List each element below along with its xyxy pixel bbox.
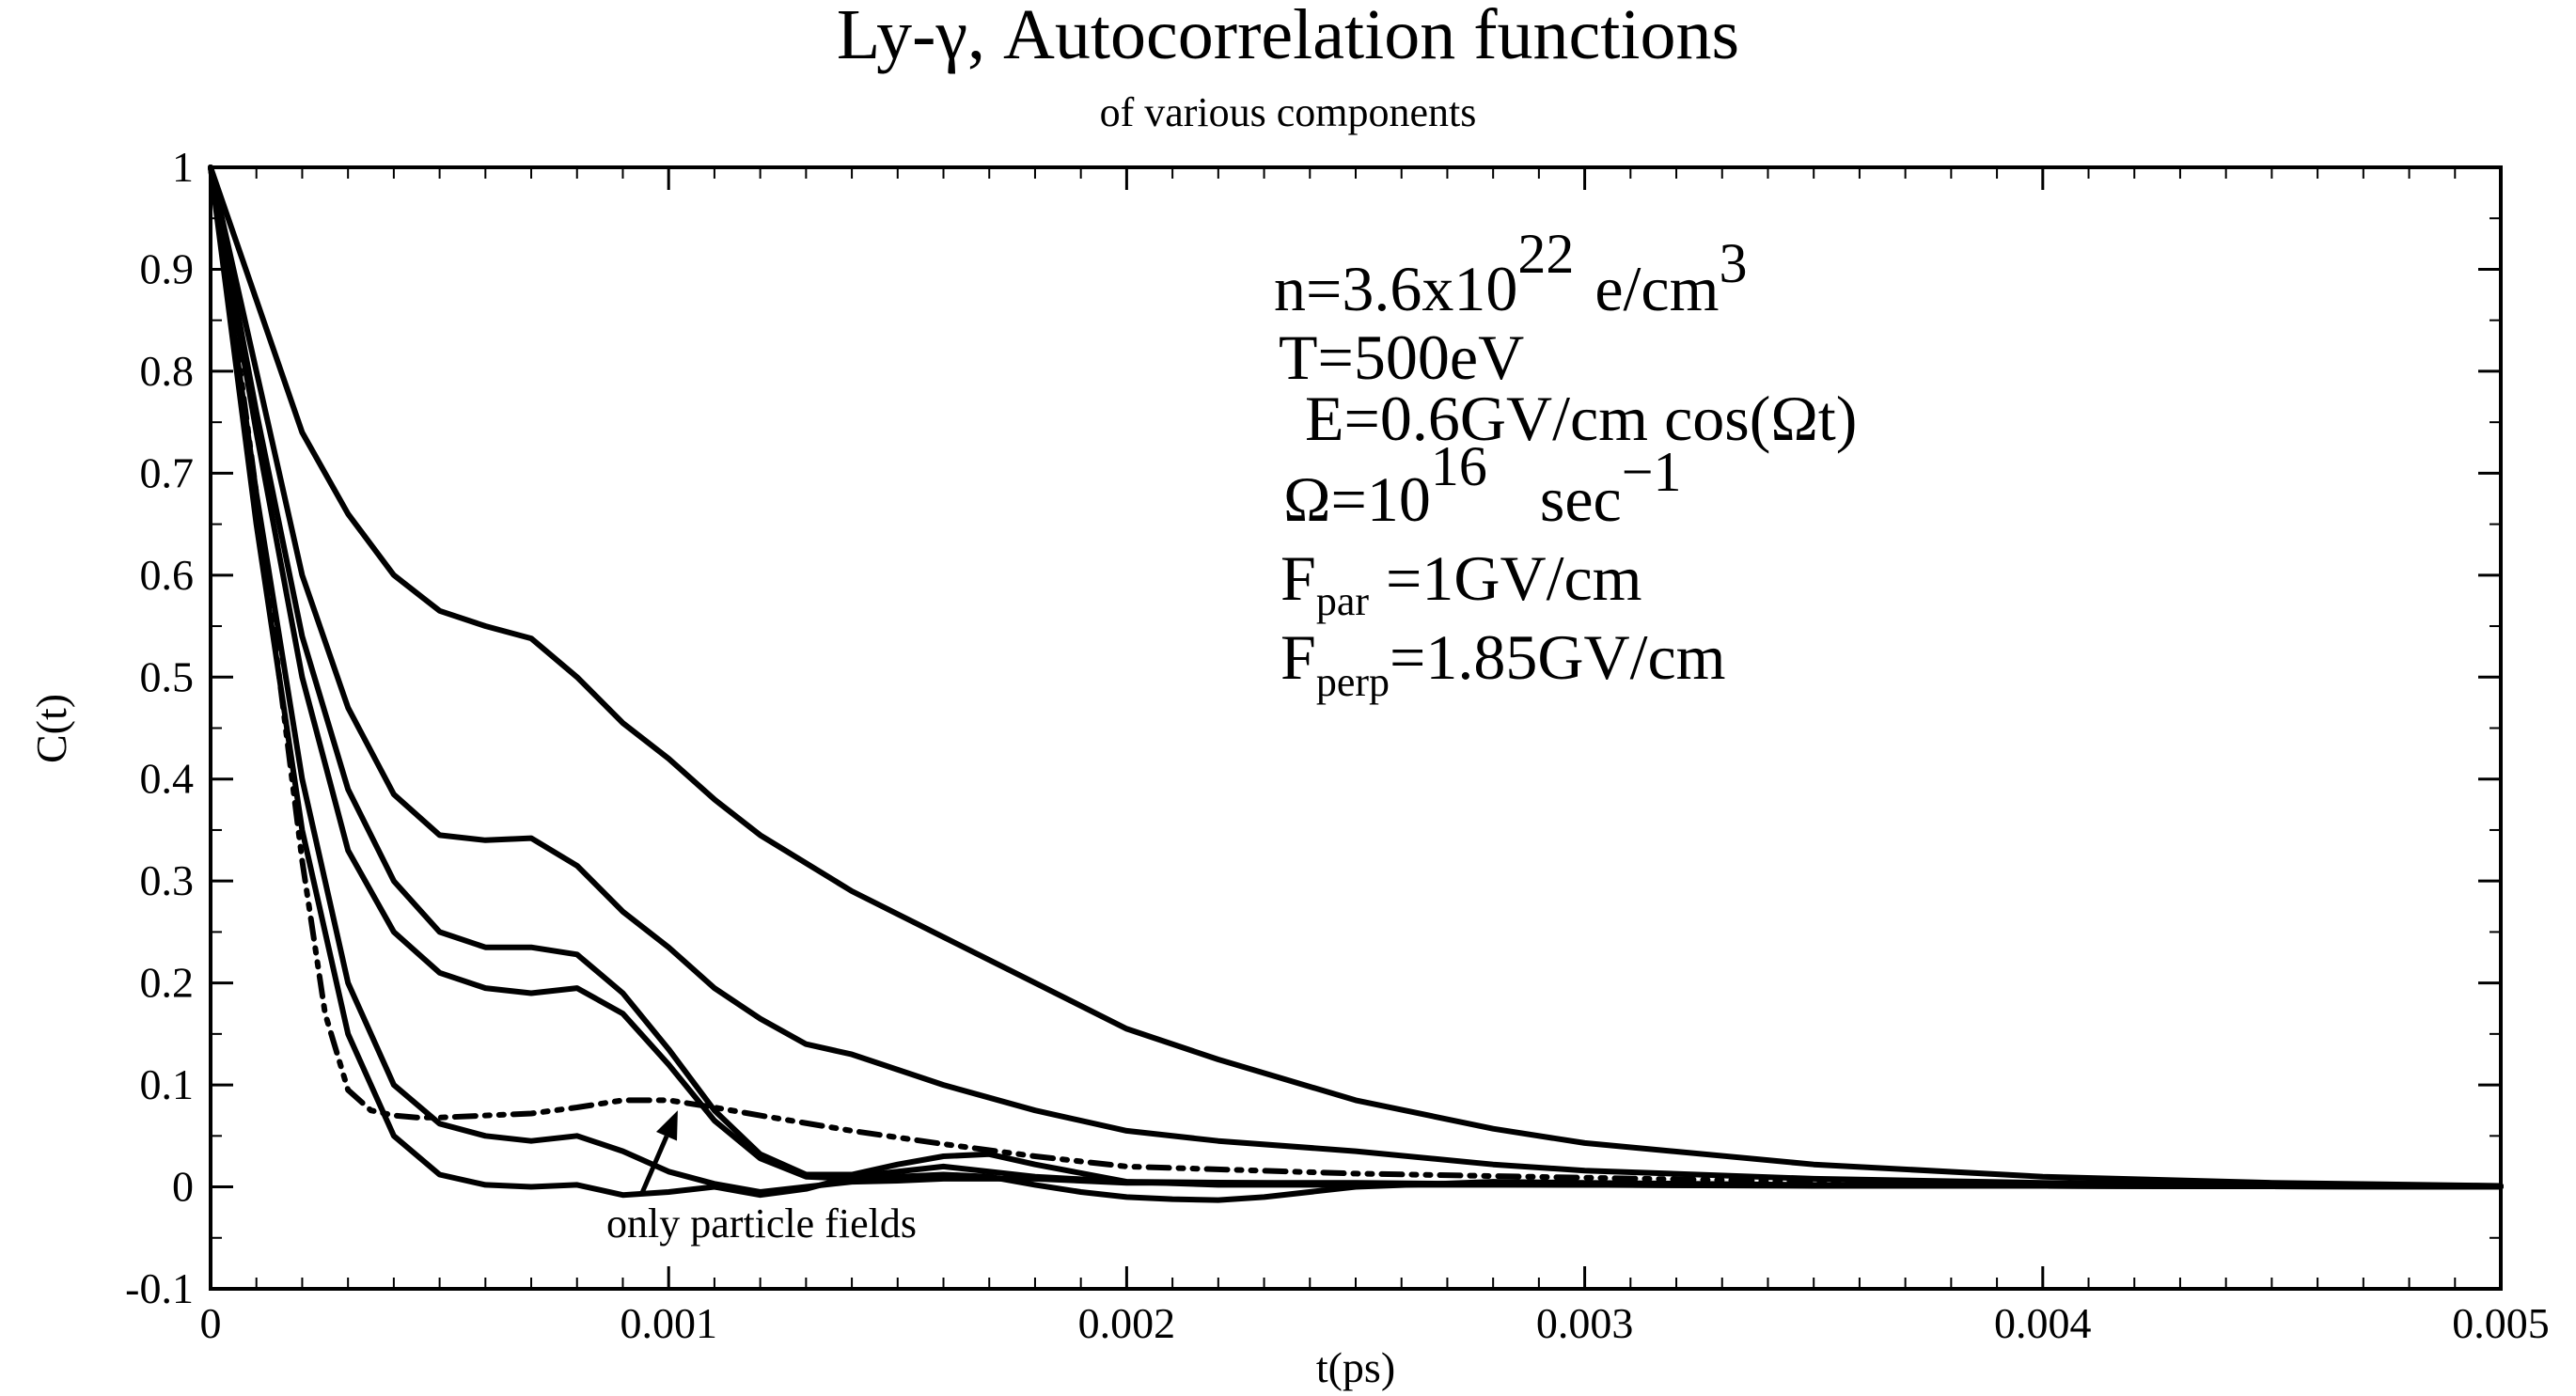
param-density: n=3.6x1022 e/cm3	[1274, 223, 1748, 324]
chart-subtitle: of various components	[1100, 89, 1477, 135]
frequency-exp: 16	[1431, 435, 1487, 497]
f-par-sub: par	[1316, 578, 1370, 624]
f-perp-symbol: F	[1280, 621, 1316, 693]
f-par-value: =1GV/cm	[1386, 542, 1642, 614]
ticks-layer: 0 0.001 0.002 0.003 0.004 0.005-0.100.10.20.3…	[125, 143, 2550, 1347]
x-tick-label: 0.004	[1994, 1299, 2092, 1347]
param-f-par: Fpar =1GV/cm	[1280, 542, 1642, 624]
series-line-2	[208, 165, 2504, 1189]
x-tick-label: 0.001	[620, 1299, 717, 1347]
y-tick-label: 1	[172, 143, 194, 191]
density-base: n=3.6x10	[1274, 253, 1517, 324]
y-tick-label: 0.7	[140, 448, 195, 496]
density-exp: 22	[1517, 223, 1574, 285]
density-unit: e/cm	[1594, 253, 1719, 324]
param-f-perp: Fperp=1.85GV/cm	[1280, 621, 1726, 705]
series-line-1	[208, 165, 2504, 1189]
x-tick-label: 0.002	[1078, 1299, 1176, 1347]
param-field: E=0.6GV/cm cos(Ωt)	[1305, 383, 1857, 454]
y-tick-label: 0.2	[140, 959, 195, 1007]
frequency-unit: sec	[1540, 463, 1622, 535]
y-tick-label: 0.3	[140, 856, 195, 904]
x-tick-label: 0	[200, 1299, 222, 1347]
y-tick-label: 0.5	[140, 652, 195, 700]
x-axis-label: t(ps)	[1316, 1343, 1395, 1391]
y-tick-label: 0.8	[140, 347, 195, 395]
chart-title: Ly-γ, Autocorrelation functions	[837, 0, 1739, 74]
plot-frame	[209, 165, 2503, 1291]
series-line-6	[208, 165, 2504, 1199]
param-temperature: T=500eV	[1279, 322, 1524, 393]
series-line-7	[208, 165, 2504, 1189]
y-axis-label: C(t)	[27, 694, 75, 763]
param-frequency: Ω=1016 sec−1	[1283, 435, 1682, 535]
y-tick-label: 0	[172, 1163, 194, 1211]
f-par-symbol: F	[1280, 542, 1316, 614]
y-tick-label: -0.1	[125, 1264, 194, 1312]
frequency-base: Ω=10	[1283, 463, 1431, 535]
annotation-arrow	[638, 1135, 669, 1197]
density-unit-exp: 3	[1720, 232, 1748, 294]
f-perp-value: =1.85GV/cm	[1390, 621, 1726, 693]
annotation-text: only particle fields	[606, 1200, 917, 1247]
frequency-unit-exp: −1	[1622, 441, 1682, 503]
y-tick-label: 0.6	[140, 551, 195, 599]
x-tick-label: 0.005	[2452, 1299, 2550, 1347]
y-tick-label: 0.1	[140, 1060, 195, 1108]
x-tick-label: 0.003	[1536, 1299, 1634, 1347]
annotation-arrow-head	[656, 1110, 678, 1141]
f-perp-sub: perp	[1316, 659, 1390, 705]
y-tick-label: 0.9	[140, 244, 195, 292]
y-tick-label: 0.4	[140, 755, 195, 803]
series-layer	[208, 165, 2504, 1203]
